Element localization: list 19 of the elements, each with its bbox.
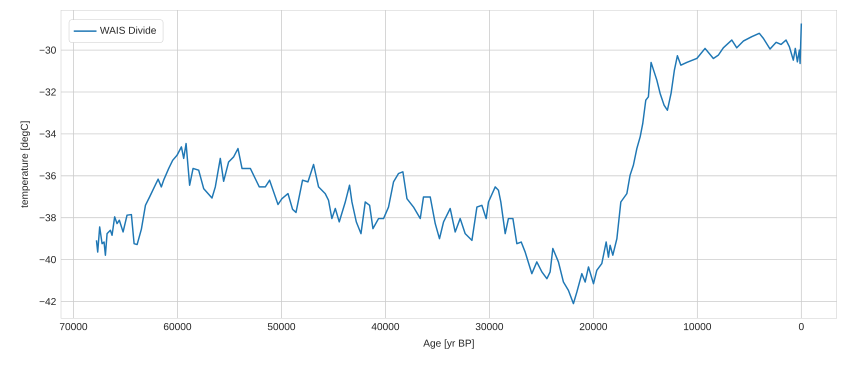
y-tick-label: −40 [40, 256, 56, 264]
x-axis-title: Age [yr BP] [423, 339, 474, 349]
x-tick-label: 40000 [372, 322, 400, 330]
x-tick-label: 20000 [580, 322, 608, 330]
y-tick-label: −30 [40, 46, 56, 54]
y-tick-label: −36 [40, 172, 56, 180]
y-tick-label: −42 [40, 298, 56, 306]
y-axis-title: temperature [degC] [20, 121, 30, 208]
y-tick-label: −38 [40, 214, 56, 222]
x-tick-label: 10000 [684, 322, 712, 330]
x-tick-label: 50000 [268, 322, 296, 330]
x-tick-label: 60000 [164, 322, 192, 330]
x-tick-label: 30000 [476, 322, 504, 330]
x-tick-label: 0 [798, 322, 804, 330]
line-series [96, 22, 802, 304]
y-tick-label: −32 [40, 88, 56, 96]
y-tick-label: −34 [40, 130, 56, 138]
x-tick-label: 70000 [60, 322, 88, 330]
legend-label: WAIS Divide [100, 26, 156, 34]
